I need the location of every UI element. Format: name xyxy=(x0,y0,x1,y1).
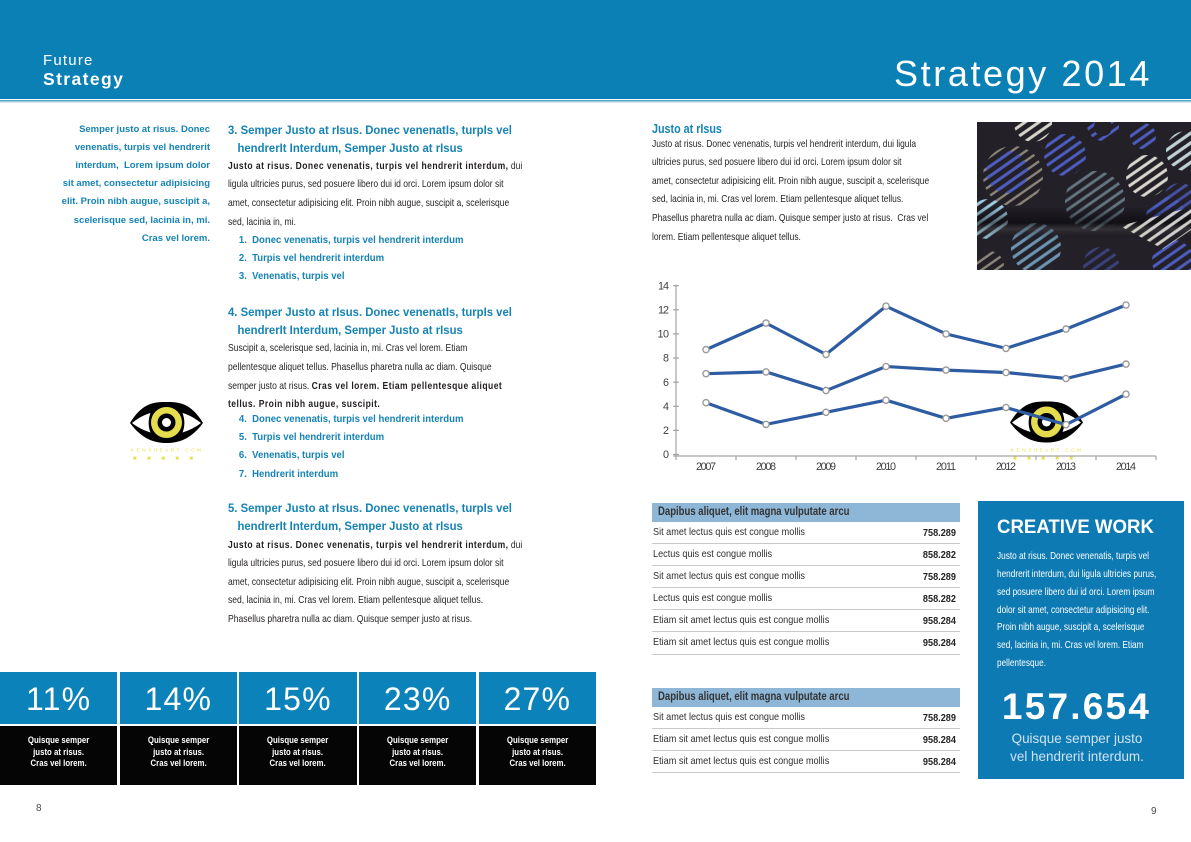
svg-text:■■■■■: ■■■■■ xyxy=(133,456,199,460)
svg-text:0: 0 xyxy=(663,449,669,461)
svg-text:4: 4 xyxy=(663,401,669,413)
svg-text:2011: 2011 xyxy=(936,461,956,473)
svg-text:6: 6 xyxy=(663,377,669,389)
svg-text:2007: 2007 xyxy=(696,461,716,473)
svg-text:■■■■■: ■■■■■ xyxy=(1013,456,1079,462)
svg-text:KENSHEART.COM: KENSHEART.COM xyxy=(1011,448,1081,453)
svg-text:2012: 2012 xyxy=(996,461,1016,473)
svg-text:8: 8 xyxy=(663,353,669,365)
svg-text:KENSHEART.COM: KENSHEART.COM xyxy=(131,448,201,453)
svg-text:14: 14 xyxy=(658,280,669,292)
svg-text:2014: 2014 xyxy=(1116,461,1136,473)
svg-text:2: 2 xyxy=(663,425,669,437)
svg-text:10: 10 xyxy=(658,329,670,341)
svg-text:2009: 2009 xyxy=(816,461,836,473)
svg-text:12: 12 xyxy=(658,305,669,317)
svg-text:2008: 2008 xyxy=(756,461,776,473)
svg-text:2010: 2010 xyxy=(876,461,896,473)
svg-text:2013: 2013 xyxy=(1056,461,1076,473)
